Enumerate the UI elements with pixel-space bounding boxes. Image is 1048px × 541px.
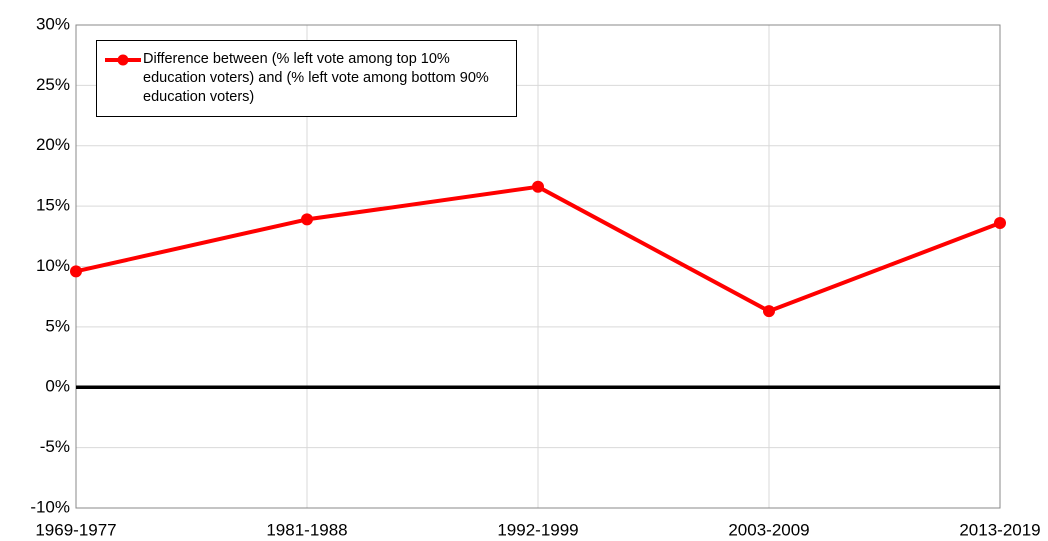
y-tick-label: 10% — [36, 256, 70, 275]
data-point — [532, 180, 544, 193]
y-tick-label: 0% — [45, 377, 70, 396]
x-tick-label: 1981-1988 — [266, 520, 347, 539]
x-tick-label: 1992-1999 — [497, 520, 578, 539]
data-point — [763, 305, 775, 318]
x-tick-label: 2013-2019 — [959, 520, 1040, 539]
y-tick-label: 30% — [36, 14, 70, 33]
legend: Difference between (% left vote among to… — [96, 40, 517, 117]
y-tick-label: -10% — [30, 497, 70, 516]
legend-swatch — [105, 54, 141, 66]
data-point — [994, 217, 1006, 230]
y-tick-label: 15% — [36, 196, 70, 215]
y-tick-label: -5% — [40, 437, 70, 456]
legend-label: Difference between (% left vote among to… — [143, 51, 489, 105]
data-point — [301, 213, 313, 226]
x-tick-label: 1969-1977 — [35, 520, 116, 539]
x-tick-label: 2003-2009 — [728, 520, 809, 539]
y-tick-label: 5% — [45, 316, 70, 335]
y-tick-label: 25% — [36, 75, 70, 94]
data-point — [70, 265, 82, 278]
y-tick-label: 20% — [36, 135, 70, 154]
legend-marker — [117, 54, 129, 66]
